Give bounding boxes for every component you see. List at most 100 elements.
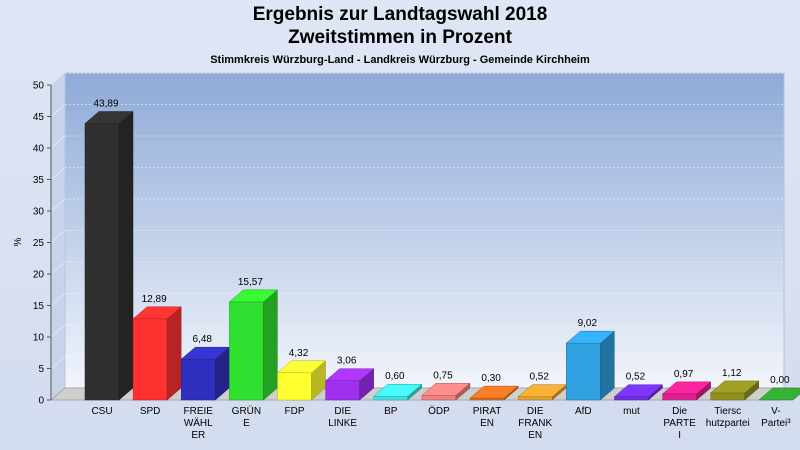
x-tick-label-line: DIE	[527, 406, 544, 417]
x-tick-label-line: EN	[528, 430, 542, 441]
chart-subtitle: Stimmkreis Würzburg-Land - Landkreis Wür…	[210, 54, 590, 66]
bar-group	[710, 380, 760, 401]
gridline	[50, 293, 66, 306]
bar-group	[228, 289, 279, 401]
gridline	[50, 135, 66, 149]
chart-title-line1: Ergebnis zur Landtagswahl 2018	[252, 4, 548, 25]
bar-top	[373, 383, 423, 397]
x-tick-label-line: V-	[771, 406, 780, 417]
x-tick-label-line: FREIE	[184, 406, 214, 417]
bar	[373, 395, 409, 401]
x-tick-label: Die PARTE I	[663, 406, 696, 441]
gridline	[50, 104, 66, 117]
bar-top	[276, 360, 327, 374]
bar-value-label: 0,30	[481, 373, 501, 384]
x-tick-label: ÖDP	[428, 405, 450, 417]
y-tick-label: 25	[33, 238, 45, 249]
x-tick-label: SPD	[140, 406, 161, 417]
bar-top	[758, 387, 800, 401]
x-tick-label-line: GRÜN	[232, 405, 261, 417]
bar-side	[118, 110, 134, 401]
bar-value-label: 43,89	[93, 98, 118, 109]
bar	[710, 392, 745, 401]
x-tick-label-line: PARTE	[663, 418, 696, 429]
bar	[229, 301, 264, 401]
gridline	[50, 324, 66, 338]
bar-group	[132, 306, 182, 401]
bar-top	[421, 383, 471, 396]
y-tick-label: 5	[38, 364, 44, 375]
gridline	[50, 198, 66, 212]
y-tick-label: 45	[33, 112, 45, 123]
x-tick-label: AfD	[575, 406, 592, 417]
x-tick-label-line: Die	[672, 406, 687, 417]
bar-top	[710, 380, 760, 394]
bar-top	[228, 289, 279, 303]
x-tick-label-line: DIE	[334, 406, 351, 417]
y-tick-label: 30	[33, 207, 45, 218]
bar	[614, 396, 649, 401]
bar-value-label: 0,75	[433, 370, 453, 381]
bar-group	[565, 330, 616, 401]
x-tick-label-line: LINKE	[328, 418, 357, 429]
x-tick-label-line: AfD	[575, 406, 592, 417]
bar	[325, 380, 360, 401]
chart-title-line2: Zweitstimmen in Prozent	[288, 27, 512, 48]
gridline	[50, 72, 66, 86]
x-tick-label: FREIE WÄHL ER	[184, 406, 214, 441]
x-tick-label: mut	[623, 406, 640, 417]
x-tick-label: V-Partei³	[761, 406, 791, 429]
x-tick-label: PIRAT EN	[473, 406, 502, 429]
x-tick-label-line: FRANK	[518, 418, 552, 429]
y-tick-label: 40	[33, 144, 45, 155]
x-tick-label-line: ÖDP	[428, 405, 450, 417]
bar-top	[132, 306, 182, 320]
bar-value-label: 12,89	[142, 294, 167, 305]
x-tick-label: BP	[384, 406, 398, 417]
x-tick-label-line: Partei³	[761, 418, 791, 429]
y-tick-label: 0	[38, 396, 44, 407]
bar-value-label: 3,06	[337, 356, 357, 367]
bar-top	[324, 368, 375, 381]
x-tick-label: DIE FRANK EN	[518, 406, 552, 441]
x-tick-label-line: CSU	[91, 406, 112, 417]
x-tick-label-line: I	[678, 430, 681, 441]
bar-value-label: 0,52	[529, 372, 549, 383]
bar	[132, 318, 168, 401]
x-tick-label-line: EN	[480, 418, 494, 429]
bar-group	[180, 346, 230, 401]
x-tick-label: Tiersc hutzpartei	[706, 406, 750, 429]
bar-group	[661, 381, 712, 401]
bar-value-label: 1,12	[722, 368, 742, 379]
x-tick-label-line: hutzpartei	[706, 418, 750, 429]
bar-group	[758, 387, 800, 401]
bar-value-label: 9,02	[578, 318, 598, 329]
bar-group	[517, 384, 567, 401]
x-tick-label: FDP	[285, 406, 305, 417]
bar-group	[324, 368, 375, 401]
bar-value-label: 0,52	[626, 372, 646, 383]
bar	[517, 396, 553, 401]
gridline	[50, 356, 66, 369]
x-tick-label-line: PIRAT	[473, 406, 502, 417]
x-tick-label-line: WÄHL	[184, 417, 213, 429]
bar-value-label: 0,97	[674, 369, 694, 380]
x-tick-label-line: FDP	[285, 406, 305, 417]
bar-group	[84, 110, 134, 401]
bar-group	[276, 360, 327, 401]
y-tick-label: 10	[33, 333, 45, 344]
bar-value-label: 6,48	[193, 334, 213, 345]
bar-value-label: 4,32	[289, 348, 309, 359]
x-tick-label-line: E	[243, 418, 250, 429]
gridline	[50, 230, 66, 243]
bar	[421, 395, 457, 401]
gridline	[50, 167, 66, 180]
x-tick-label-line: mut	[623, 406, 640, 417]
bar	[662, 393, 697, 401]
bar-value-label: 15,57	[238, 277, 263, 288]
bar	[277, 372, 312, 401]
x-tick-label-line: SPD	[140, 406, 161, 417]
bar-value-label: 0,00	[770, 375, 790, 386]
bar-side	[263, 289, 278, 401]
